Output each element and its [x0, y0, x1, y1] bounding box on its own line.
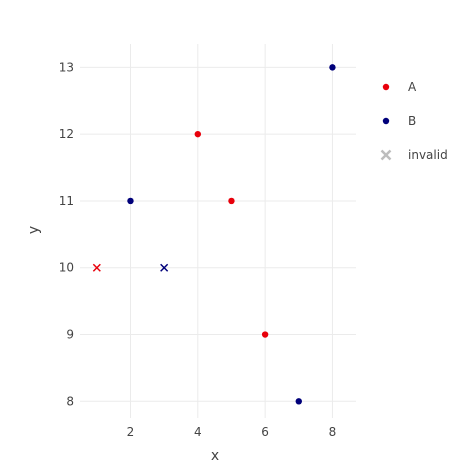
point-invalid [92, 263, 101, 272]
legend-marker-icon [382, 83, 390, 91]
legend-label: invalid [408, 148, 448, 162]
point-invalid [160, 263, 169, 272]
x-tick-label: 8 [329, 425, 337, 439]
x-tick-label: 2 [127, 425, 135, 439]
x-tick-label: 4 [194, 425, 202, 439]
point-a [194, 130, 202, 138]
x-axis-title: x [211, 448, 219, 464]
legend-x-marker-icon [380, 149, 392, 161]
legend-item-b[interactable]: B [382, 114, 416, 128]
legend-marker-icon [382, 117, 390, 125]
y-axis-title: y [26, 226, 42, 234]
legend-label: B [408, 114, 416, 128]
data-points [92, 64, 336, 405]
point-b [295, 398, 302, 405]
point-b [127, 197, 134, 205]
y-tick-label: 10 [59, 261, 74, 275]
y-tick-label: 9 [66, 328, 74, 342]
y-tick-label: 12 [59, 127, 74, 141]
x-tick-label: 6 [261, 425, 269, 439]
gridlines [80, 44, 356, 418]
point-b [329, 64, 336, 71]
point-a [261, 331, 269, 338]
y-tick-label: 8 [66, 394, 74, 408]
y-tick-label: 13 [59, 60, 74, 74]
legend-item-a[interactable]: A [382, 80, 417, 94]
legend-label: A [408, 80, 417, 94]
y-tick-label: 11 [59, 194, 74, 208]
legend-item-invalid[interactable]: invalid [380, 148, 448, 162]
tick-labels: 2 4 6 8 8 9 10 11 12 13 [59, 60, 337, 439]
point-a [228, 197, 235, 205]
